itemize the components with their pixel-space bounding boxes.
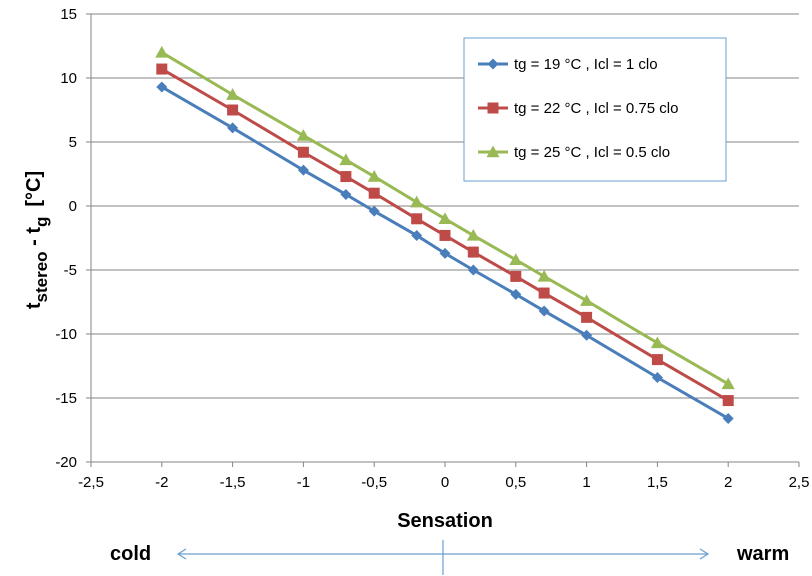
- y-tick-label: -5: [64, 262, 77, 279]
- data-point-square: [227, 104, 239, 116]
- y-tick-label: -10: [55, 326, 77, 343]
- x-axis-title: Sensation: [397, 510, 493, 532]
- y-axis-title-sub1: stereo: [32, 251, 51, 302]
- legend-item: tg = 19 °C , Icl = 1 clo: [478, 56, 658, 73]
- data-point-square: [156, 63, 168, 75]
- data-point-triangle: [339, 153, 353, 166]
- series-2: [156, 63, 734, 407]
- data-point-triangle: [226, 88, 240, 100]
- series-3: [155, 45, 735, 390]
- warm-label: warm: [736, 543, 789, 565]
- data-point-diamond: [722, 412, 734, 424]
- y-tick-label: -15: [55, 390, 77, 407]
- data-point-diamond: [439, 247, 451, 259]
- legend-label: tg = 19 °C , Icl = 1 clo: [514, 56, 658, 73]
- x-tick-label: -0,5: [361, 474, 387, 491]
- y-axis-title: tstereo - tg [°C]: [23, 171, 51, 309]
- x-tick-label: 2,5: [789, 474, 810, 491]
- data-point-diamond: [411, 229, 423, 241]
- data-point-square: [510, 270, 522, 282]
- legend-label: tg = 25 °C , Icl = 0.5 clo: [514, 144, 670, 161]
- y-tick-label: -20: [55, 454, 77, 471]
- cold-label: cold: [110, 543, 151, 565]
- x-tick-label: 2: [724, 474, 732, 491]
- legend-label: tg = 22 °C , Icl = 0.75 clo: [514, 100, 678, 117]
- data-point-diamond: [156, 81, 168, 93]
- data-point-square: [651, 354, 663, 366]
- data-point-diamond: [581, 329, 593, 341]
- x-tick-label: -1,5: [220, 474, 246, 491]
- x-tick-label: 1: [582, 474, 590, 491]
- data-point-diamond: [538, 305, 550, 317]
- sensation-arrow: [176, 540, 710, 575]
- y-tick-label: 5: [69, 134, 77, 151]
- data-point-square: [538, 287, 550, 299]
- legend-item: tg = 22 °C , Icl = 0.75 clo: [478, 100, 678, 117]
- data-point-square: [368, 187, 380, 199]
- arrow-head-left: [176, 548, 187, 560]
- data-point-square: [722, 395, 734, 407]
- data-point-square: [297, 146, 309, 158]
- data-point-triangle: [367, 170, 381, 182]
- legend-marker-diamond: [487, 58, 499, 70]
- data-point-triangle: [438, 212, 452, 224]
- data-point-diamond: [510, 288, 522, 300]
- data-point-triangle: [296, 129, 310, 141]
- x-tick-label: -2,5: [78, 474, 104, 491]
- legend: tg = 19 °C , Icl = 1 clo tg = 22 °C , Icl…: [463, 37, 727, 182]
- data-point-triangle: [466, 228, 480, 241]
- data-point-triangle: [537, 269, 551, 282]
- y-axis-title-sub2: g: [32, 217, 51, 227]
- data-point-square: [439, 229, 451, 241]
- x-tick-label: -1: [297, 474, 310, 491]
- data-point-triangle: [410, 195, 424, 208]
- y-tick-label: 15: [60, 6, 77, 23]
- data-point-diamond: [340, 188, 352, 200]
- legend-marker-square: [487, 102, 499, 114]
- data-point-triangle: [155, 45, 169, 58]
- arrow-head-right: [699, 548, 710, 560]
- x-tick-label: 0: [441, 474, 449, 491]
- data-point-square: [340, 171, 352, 183]
- legend-marker-triangle: [486, 145, 500, 158]
- data-point-diamond: [467, 264, 479, 276]
- data-point-square: [411, 213, 423, 225]
- data-point-square: [467, 246, 479, 258]
- series: [155, 45, 735, 424]
- data-point-triangle: [650, 336, 664, 349]
- x-tick-label: 1,5: [647, 474, 668, 491]
- data-point-triangle: [509, 253, 523, 265]
- data-point-diamond: [368, 205, 380, 217]
- data-point-diamond: [227, 122, 239, 134]
- y-axis-title-main: t: [23, 302, 45, 309]
- y-tick-label: 10: [60, 70, 77, 87]
- grid: [91, 13, 799, 463]
- data-point-square: [581, 311, 593, 323]
- series-1: [156, 81, 734, 424]
- legend-item: tg = 25 °C , Icl = 0.5 clo: [478, 144, 670, 161]
- data-point-diamond: [297, 164, 309, 176]
- y-axis-title-mid: - t: [23, 227, 45, 252]
- y-axis-title-unit: [°C]: [23, 171, 45, 207]
- data-point-triangle: [580, 294, 594, 306]
- x-tick-label: -2: [155, 474, 168, 491]
- tick-labels: -20 -15 -10 -5 0 5 10 15 -2,5 -2 -1,5 -1 -0,5 0 0,5 1 1,…: [55, 6, 809, 491]
- x-tick-label: 0,5: [505, 474, 526, 491]
- data-point-diamond: [651, 372, 663, 384]
- data-point-triangle: [721, 377, 735, 390]
- y-tick-label: 0: [69, 198, 77, 215]
